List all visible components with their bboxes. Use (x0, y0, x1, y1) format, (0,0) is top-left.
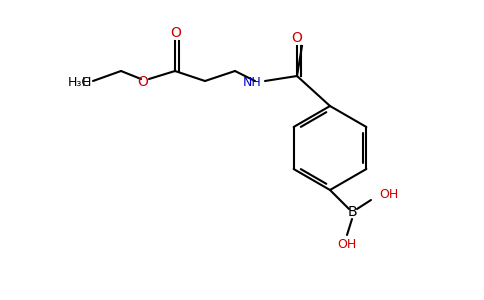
Text: O: O (170, 26, 182, 40)
Text: B: B (347, 205, 357, 219)
Text: NH: NH (243, 76, 262, 88)
Text: OH: OH (379, 188, 398, 202)
Text: O: O (137, 75, 148, 89)
Text: O: O (291, 31, 302, 45)
Text: OH: OH (337, 238, 357, 251)
Text: H: H (82, 76, 91, 89)
Text: H₃C: H₃C (68, 76, 91, 89)
